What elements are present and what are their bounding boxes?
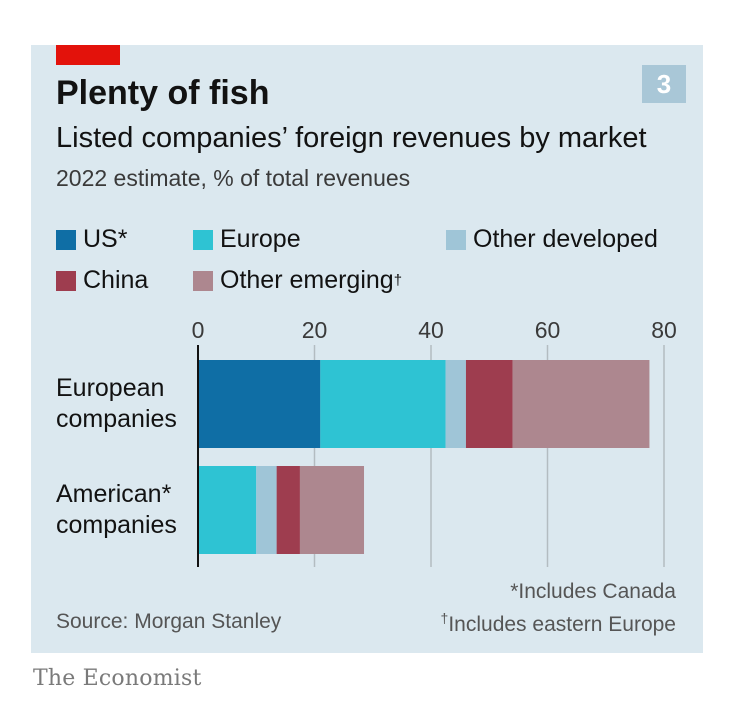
- bar-european-europe: [320, 360, 446, 448]
- chart-subtitle: Listed companies’ foreign revenues by ma…: [56, 122, 647, 154]
- legend-item-china: China: [56, 266, 148, 295]
- category-label-european: European companies: [56, 374, 177, 433]
- legend-item-europe: Europe: [193, 225, 301, 254]
- legend-swatch-china: [56, 270, 76, 291]
- x-tick-label-40: 40: [418, 317, 444, 343]
- x-tick-label-60: 60: [535, 317, 561, 343]
- legend-item-us: US*: [56, 225, 127, 254]
- footnote-canada: *Includes Canada: [510, 580, 676, 603]
- category-label-american: American* companies: [56, 480, 177, 539]
- bar-american-europe: [198, 466, 257, 554]
- legend-swatch-us: [56, 229, 76, 250]
- footnote-eastern-europe: †Includes eastern Europe: [441, 610, 676, 637]
- bar-european-other-emerging: [512, 360, 650, 448]
- legend-swatch-other-developed: [446, 229, 466, 250]
- legend-swatch-europe: [193, 229, 213, 250]
- bar-american-other-developed: [256, 466, 277, 554]
- chart-title: Plenty of fish: [56, 74, 270, 112]
- footnote-eastern-europe-text: Includes eastern Europe: [448, 613, 676, 636]
- bar-american-china: [276, 466, 300, 554]
- chart-card: [31, 45, 703, 653]
- economist-red-tag: [56, 45, 120, 65]
- legend-label-us: US*: [83, 225, 128, 253]
- source-note: Source: Morgan Stanley: [56, 610, 282, 633]
- legend-label-other-developed: Other developed: [473, 225, 658, 253]
- footnote-dagger: †: [440, 610, 449, 626]
- bar-european-china: [465, 360, 513, 448]
- legend-label-china: China: [83, 266, 149, 294]
- legend-item-other-developed: Other developed: [446, 225, 658, 254]
- legend-label-europe: Europe: [220, 225, 301, 253]
- legend-swatch-other-emerging: [193, 270, 213, 291]
- legend-dagger-mark: †: [393, 272, 403, 289]
- legend-label-other-emerging: Other emerging: [220, 266, 394, 294]
- bar-european-other-developed: [445, 360, 466, 448]
- x-tick-label-20: 20: [302, 317, 328, 343]
- chart-number-badge: 3: [642, 65, 686, 103]
- x-tick-label-80: 80: [651, 317, 677, 343]
- bar-american-other-emerging: [299, 466, 365, 554]
- economist-logo-text: The Economist: [33, 666, 202, 691]
- chart-description: 2022 estimate, % of total revenues: [56, 165, 411, 191]
- legend-item-other-emerging: Other emerging †: [193, 266, 402, 295]
- x-tick-label-0: 0: [192, 317, 205, 343]
- bar-european-us: [198, 360, 321, 448]
